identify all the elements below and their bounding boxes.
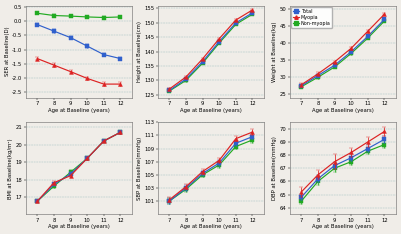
Y-axis label: SBP at Baseline(mmHg): SBP at Baseline(mmHg) xyxy=(137,137,142,200)
X-axis label: Age at Baseline (years): Age at Baseline (years) xyxy=(180,108,242,113)
X-axis label: Age at Baseline (years): Age at Baseline (years) xyxy=(48,108,110,113)
X-axis label: Age at Baseline (years): Age at Baseline (years) xyxy=(48,224,110,229)
Y-axis label: DBP at Baseline(mmHg): DBP at Baseline(mmHg) xyxy=(272,136,277,200)
X-axis label: Age at Baseline (years): Age at Baseline (years) xyxy=(180,224,242,229)
Y-axis label: Weight at Baseline(kg): Weight at Baseline(kg) xyxy=(272,21,277,82)
X-axis label: Age at Baseline (years): Age at Baseline (years) xyxy=(312,224,374,229)
Y-axis label: SER at Baseline(D): SER at Baseline(D) xyxy=(5,27,10,77)
X-axis label: Age at Baseline (years): Age at Baseline (years) xyxy=(312,108,374,113)
Y-axis label: BMI at Baseline(kg/m²): BMI at Baseline(kg/m²) xyxy=(8,138,13,198)
Legend: Total, Myopia, Non-myopia: Total, Myopia, Non-myopia xyxy=(291,7,332,28)
Y-axis label: Height at Baseline(cm): Height at Baseline(cm) xyxy=(137,21,142,82)
